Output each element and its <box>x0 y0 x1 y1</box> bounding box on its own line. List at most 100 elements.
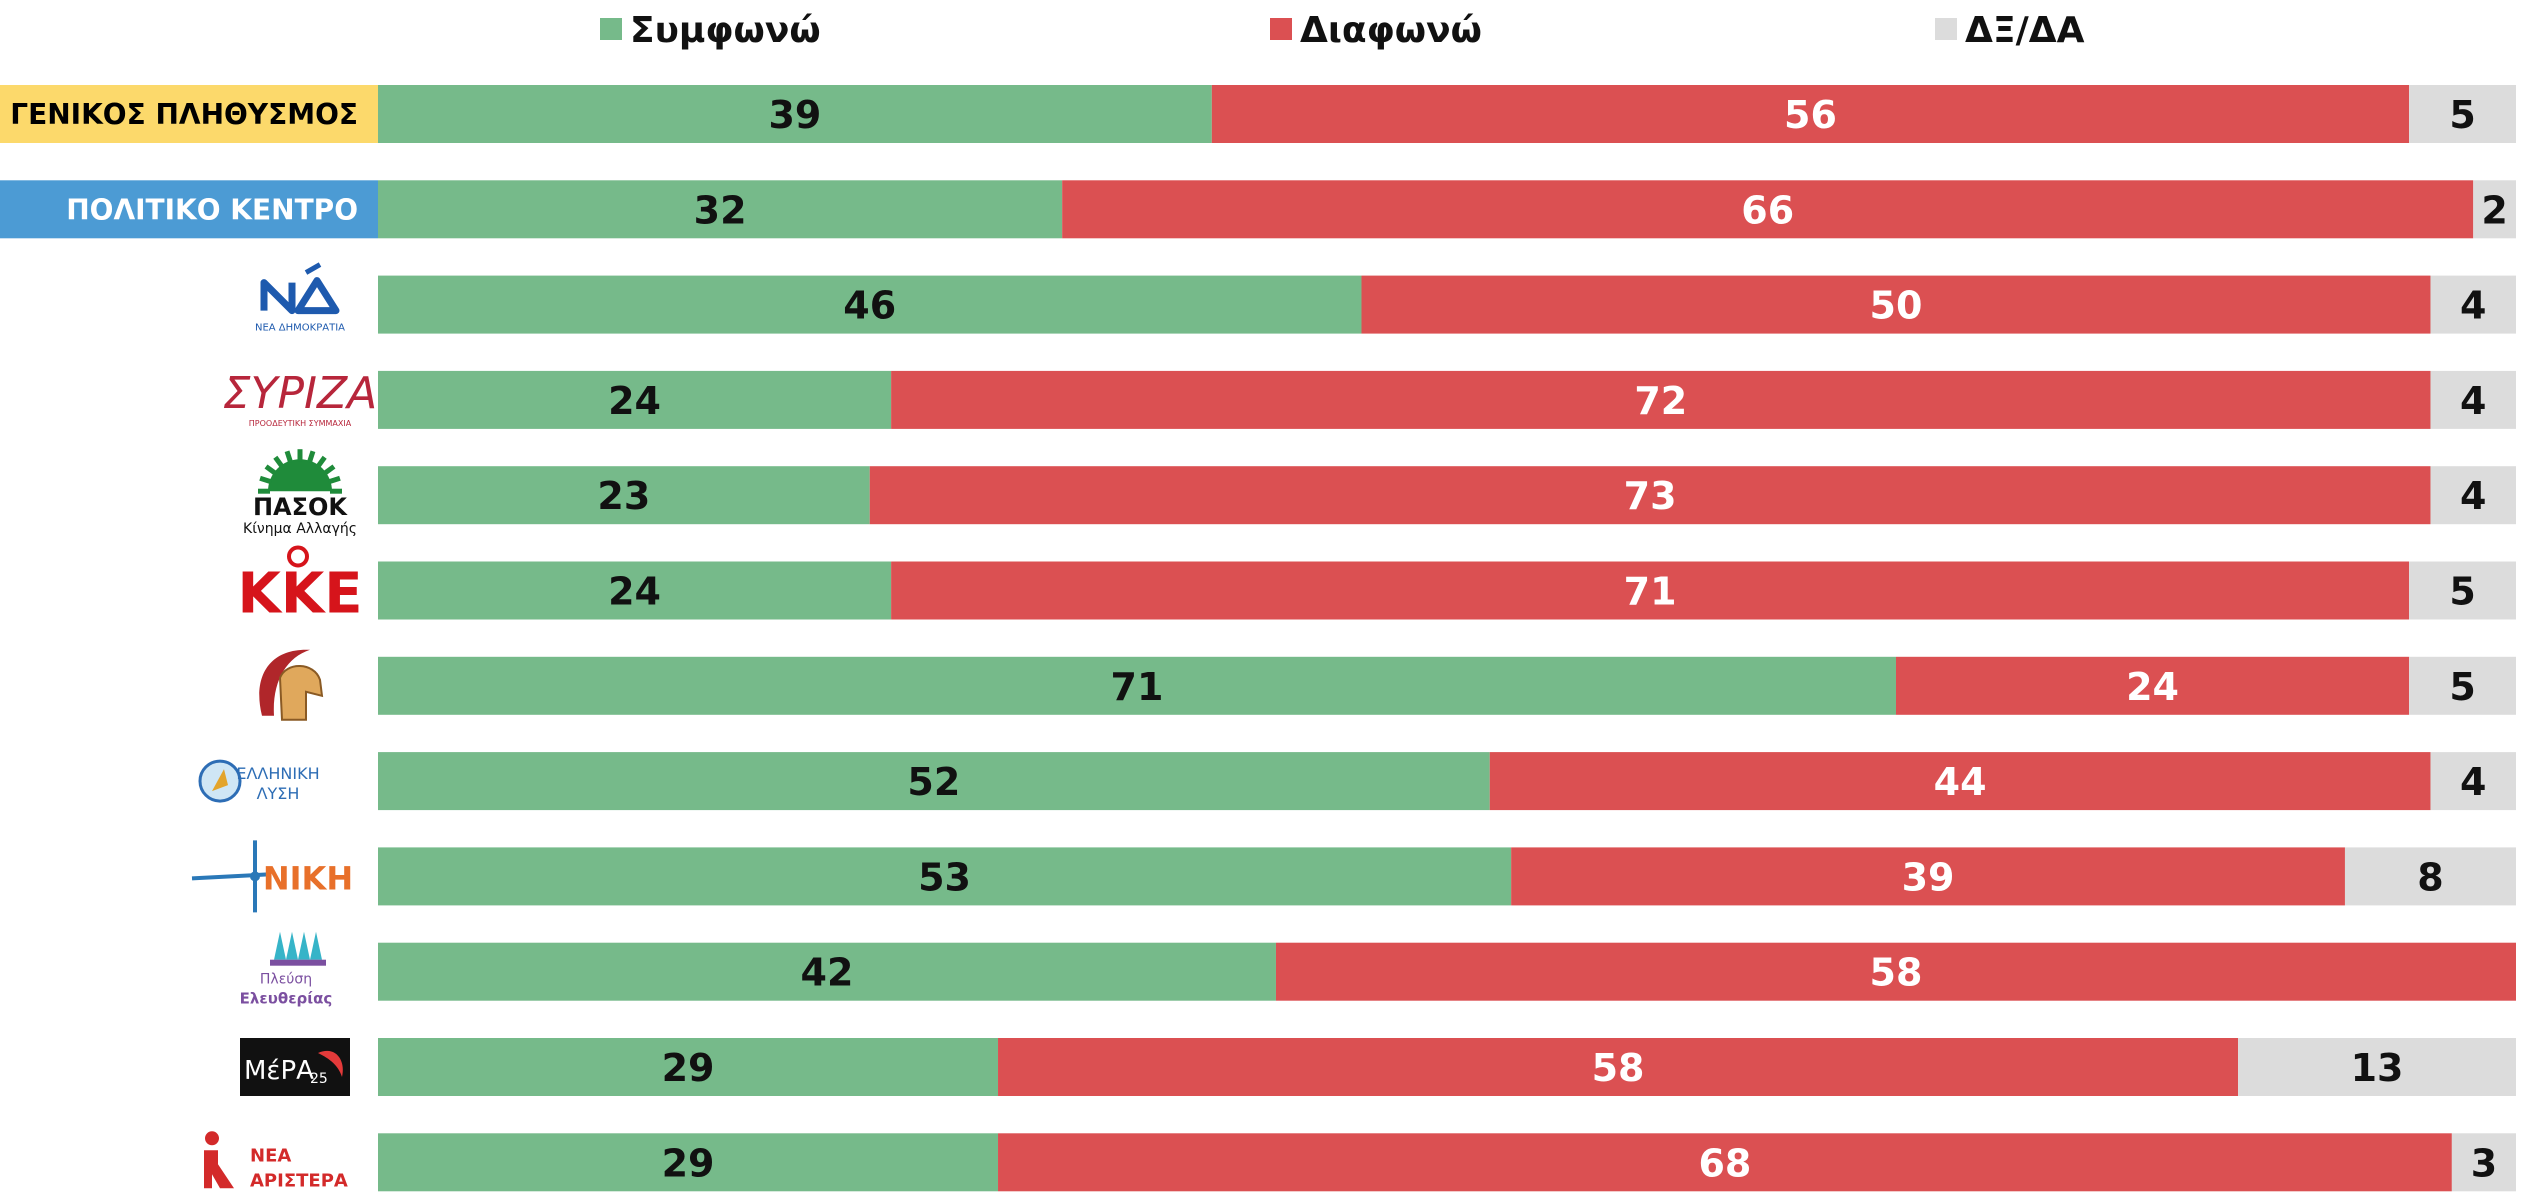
bar-segment <box>2409 85 2516 143</box>
mera25-logo-subtext: 25 <box>310 1071 328 1087</box>
data-label: 66 <box>1741 188 1794 232</box>
data-label: 50 <box>1870 284 1923 328</box>
data-label: 4 <box>2460 284 2486 328</box>
bar-segment <box>1062 180 2474 239</box>
data-label: 52 <box>907 760 960 804</box>
data-label: 3 <box>2471 1141 2497 1185</box>
data-label: 46 <box>843 284 896 328</box>
data-label: 39 <box>1902 855 1955 899</box>
elliniki-lysi-logo-text: ΕΛΛΗΝΙΚΗ <box>236 764 319 783</box>
bar-segment <box>2344 847 2516 906</box>
legend-swatch <box>600 18 622 40</box>
legend: Συμφωνώ Διαφωνώ ΔΞ/ΔΑ <box>600 10 2085 51</box>
sail-icon <box>298 931 310 960</box>
niki-logo-text: ΝΙΚΗ <box>263 859 353 897</box>
data-label: 23 <box>597 474 650 518</box>
bar-segment <box>2430 466 2516 525</box>
category-label: ΝΙΚΗ <box>191 840 353 913</box>
data-label: 58 <box>1870 951 1923 995</box>
pasok-logo-text: ΠΑΣΟΚ <box>253 493 348 521</box>
category-label <box>259 649 324 721</box>
spartan-helmet-icon <box>259 649 324 721</box>
niki-logo-icon: ΝΙΚΗ <box>191 840 353 913</box>
figure-icon <box>205 1131 219 1146</box>
sail-icon <box>310 931 322 960</box>
legend-swatch <box>1270 18 1292 40</box>
mera25-logo-text: ΜέΡΑ <box>244 1056 314 1086</box>
bar-segment <box>378 275 1362 334</box>
bar-segment <box>1489 752 2431 811</box>
data-label: 13 <box>2351 1046 2404 1090</box>
bar-segment <box>2451 1133 2516 1192</box>
legend-swatch <box>1935 18 1957 40</box>
nd-logo-text: ΝΕΑ ΔΗΜΟΚΡΑΤΙΑ <box>255 323 345 334</box>
data-label: 32 <box>694 188 747 232</box>
data-label: 68 <box>1698 1141 1751 1185</box>
bar-row: 32 66 2 <box>378 180 2516 239</box>
pasok-logo-subtext: Κίνημα Αλλαγής <box>243 521 357 537</box>
data-label: 5 <box>2449 93 2475 137</box>
category-label: ΝΕΑ ΑΡΙΣΤΕΡΑ <box>204 1131 348 1191</box>
category-name: ΠΟΛΙΤΙΚΟ ΚΕΝΤΡΟ <box>66 193 358 226</box>
bar-segment <box>998 1038 2239 1096</box>
sail-icon <box>286 931 298 960</box>
data-label: 2 <box>2481 188 2507 232</box>
plefsi-logo-text: Πλεύση <box>260 972 312 988</box>
bar-row: 46 50 4 <box>378 275 2516 334</box>
bar-segment <box>2238 1038 2516 1096</box>
category-label: Πλεύση Ελευθερίας <box>240 931 332 1008</box>
category-label: ΓΕΝΙΚΟΣ ΠΛΗΘΥΣΜΟΣ <box>0 85 378 143</box>
bar-row: 53 39 8 <box>378 847 2516 906</box>
nea-aristera-logo-subtext: ΑΡΙΣΤΕΡΑ <box>250 1170 348 1191</box>
bar-segment <box>1275 942 2516 1001</box>
bar-row: 24 72 4 <box>378 370 2516 429</box>
bar-row: 23 73 4 <box>378 466 2516 525</box>
bar-row: 29 68 3 <box>378 1133 2516 1192</box>
bar-segment <box>1511 847 2345 906</box>
data-label: 39 <box>768 93 821 137</box>
bar-segment <box>869 466 2431 525</box>
bar-segment <box>378 561 892 620</box>
nea-aristera-logo-icon: ΝΕΑ ΑΡΙΣΤΕΡΑ <box>204 1131 348 1191</box>
data-label: 5 <box>2449 665 2475 709</box>
legend-item: Διαφωνώ <box>1270 10 1482 51</box>
data-label: 42 <box>801 951 854 995</box>
bar-segment <box>378 85 1212 143</box>
bar-row: 71 24 5 <box>378 656 2516 715</box>
bar-segment <box>1361 275 2431 334</box>
data-label: 4 <box>2460 760 2486 804</box>
category-name: ΓΕΝΙΚΟΣ ΠΛΗΘΥΣΜΟΣ <box>10 98 358 131</box>
bar-row: 24 71 5 <box>378 561 2516 620</box>
category-badge <box>0 180 378 239</box>
bar-segment <box>2409 656 2516 715</box>
bar-segment <box>2430 275 2516 334</box>
bar-segment <box>1895 656 2410 715</box>
bar-segment <box>891 561 2410 620</box>
syriza-logo-text: ΣΥΡΙΖΑ <box>223 368 377 419</box>
legend-label: Διαφωνώ <box>1300 10 1482 51</box>
nd-logo-icon: ΝΕΑ ΔΗΜΟΚΡΑΤΙΑ <box>255 262 345 334</box>
sail-icon <box>274 931 286 960</box>
bar-row: 29 58 13 <box>378 1038 2516 1096</box>
data-label: 53 <box>918 855 971 899</box>
data-label: 44 <box>1934 760 1987 804</box>
swallow-icon <box>318 1050 343 1077</box>
category-label: ΠΟΛΙΤΙΚΟ ΚΕΝΤΡΟ <box>0 180 378 239</box>
legend-item: Συμφωνώ <box>600 10 821 51</box>
legend-label: Συμφωνώ <box>630 10 821 51</box>
data-label: 24 <box>608 570 661 614</box>
bar-segment <box>378 1038 999 1096</box>
data-label: 72 <box>1634 379 1687 423</box>
kke-logo-icon: ΚΚΕ <box>237 545 363 627</box>
data-label: 29 <box>662 1046 715 1090</box>
data-label: 24 <box>2126 665 2179 709</box>
bar-segment <box>378 942 1276 1001</box>
data-label: 8 <box>2417 855 2443 899</box>
bar-segment <box>2430 370 2516 429</box>
bar-segment <box>2430 752 2516 811</box>
category-label: ΝΕΑ ΔΗΜΟΚΡΑΤΙΑ <box>255 262 345 334</box>
